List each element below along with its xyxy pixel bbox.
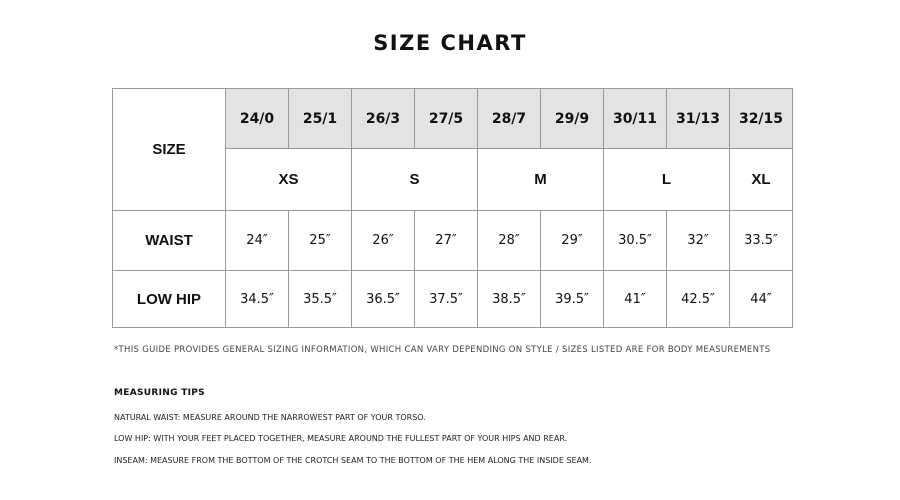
tip-item: NATURAL WAIST: MEASURE AROUND THE NARROW… bbox=[114, 413, 426, 422]
cell: 27″ bbox=[414, 210, 478, 271]
cell: 44″ bbox=[729, 270, 793, 328]
letter-size-row: XS S M L XL bbox=[113, 148, 793, 211]
row-label: LOW HIP bbox=[112, 270, 226, 328]
cell: 24″ bbox=[225, 210, 289, 271]
waist-row: WAIST 24″ 25″ 26″ 27″ 28″ 29″ 30.5″ 32″ … bbox=[112, 210, 793, 271]
cell: 26″ bbox=[351, 210, 415, 271]
numeric-size: 31/13 bbox=[666, 88, 730, 149]
numeric-size: 29/9 bbox=[540, 88, 604, 149]
letter-size: XL bbox=[729, 148, 793, 211]
cell: 30.5″ bbox=[603, 210, 667, 271]
numeric-size: 28/7 bbox=[477, 88, 541, 149]
letter-size: XS bbox=[225, 148, 352, 211]
low-hip-row: LOW HIP 34.5″ 35.5″ 36.5″ 37.5″ 38.5″ 39… bbox=[112, 270, 793, 328]
cell: 33.5″ bbox=[729, 210, 793, 271]
size-chart-table: SIZE 24/0 25/1 26/3 27/5 28/7 29/9 30/11… bbox=[112, 88, 793, 328]
cell: 39.5″ bbox=[540, 270, 604, 328]
numeric-size: 26/3 bbox=[351, 88, 415, 149]
tip-item: LOW HIP: WITH YOUR FEET PLACED TOGETHER,… bbox=[114, 434, 568, 443]
cell: 37.5″ bbox=[414, 270, 478, 328]
numeric-size: 24/0 bbox=[225, 88, 289, 149]
cell: 25″ bbox=[288, 210, 352, 271]
tip-item: INSEAM: MEASURE FROM THE BOTTOM OF THE C… bbox=[114, 456, 592, 465]
cell: 29″ bbox=[540, 210, 604, 271]
cell: 34.5″ bbox=[225, 270, 289, 328]
numeric-size: 25/1 bbox=[288, 88, 352, 149]
size-label: SIZE bbox=[112, 88, 226, 211]
numeric-size: 27/5 bbox=[414, 88, 478, 149]
cell: 28″ bbox=[477, 210, 541, 271]
row-label: WAIST bbox=[112, 210, 226, 271]
cell: 32″ bbox=[666, 210, 730, 271]
numeric-size: 32/15 bbox=[729, 88, 793, 149]
letter-size: L bbox=[603, 148, 730, 211]
measuring-tips-heading: MEASURING TIPS bbox=[114, 388, 205, 398]
numeric-size-row: SIZE 24/0 25/1 26/3 27/5 28/7 29/9 30/11… bbox=[112, 88, 793, 211]
cell: 36.5″ bbox=[351, 270, 415, 328]
cell: 35.5″ bbox=[288, 270, 352, 328]
cell: 41″ bbox=[603, 270, 667, 328]
letter-size: S bbox=[351, 148, 478, 211]
cell: 42.5″ bbox=[666, 270, 730, 328]
letter-size: M bbox=[477, 148, 604, 211]
sizing-disclaimer: *THIS GUIDE PROVIDES GENERAL SIZING INFO… bbox=[114, 345, 771, 355]
cell: 38.5″ bbox=[477, 270, 541, 328]
page-title: SIZE CHART bbox=[373, 31, 527, 55]
numeric-size: 30/11 bbox=[603, 88, 667, 149]
